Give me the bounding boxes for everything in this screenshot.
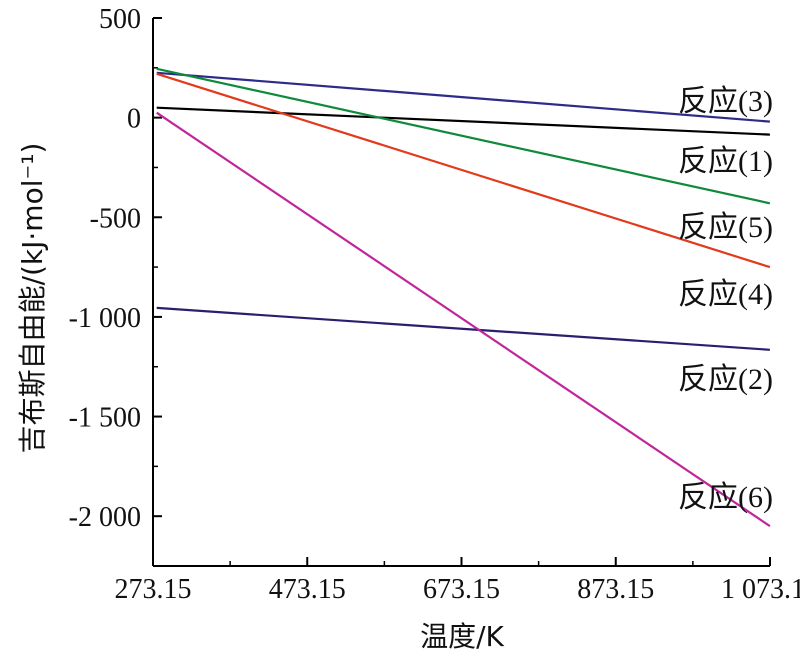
y-axis-title: 吉布斯自由能/(kJ·mol⁻¹) [16, 143, 49, 454]
series-layer [156, 67, 771, 528]
y-tick-label: 0 [127, 104, 141, 135]
series-line-1 [156, 106, 770, 136]
y-tick-label: 500 [99, 4, 141, 35]
y-tick-label: -2 000 [69, 502, 141, 533]
y-tick-label: -500 [90, 203, 141, 234]
series-label-6: 反应(6) [678, 481, 773, 514]
x-axis-title: 温度/K [420, 620, 504, 653]
labels-layer: 反应(1) 反应(2) 反应(3) 反应(4) 反应(5) 反应(6) [678, 85, 773, 514]
y-tick-label: -1 000 [69, 303, 141, 334]
series-label-1: 反应(1) [678, 145, 773, 178]
series-line-3 [156, 71, 770, 123]
x-tick-label: 473.15 [269, 574, 346, 605]
series-line-4 [156, 72, 771, 269]
series-line-6 [156, 111, 771, 528]
series-label-4: 反应(4) [678, 278, 773, 311]
series-line-5 [156, 67, 771, 205]
y-tick-label: -1 500 [69, 403, 141, 434]
series-label-5: 反应(5) [678, 211, 773, 244]
x-tick-label: 873.15 [577, 574, 654, 605]
x-tick-label: 1 073.15 [721, 574, 800, 605]
series-label-2: 反应(2) [678, 363, 773, 396]
x-tick-label: 273.15 [115, 574, 192, 605]
series-line-2 [156, 306, 770, 351]
axes: 500 0 -500 -1 000 -1 500 -2 000 273.15 473.15 67… [69, 4, 800, 605]
x-tick-label: 673.15 [423, 574, 500, 605]
series-label-3: 反应(3) [678, 85, 773, 118]
